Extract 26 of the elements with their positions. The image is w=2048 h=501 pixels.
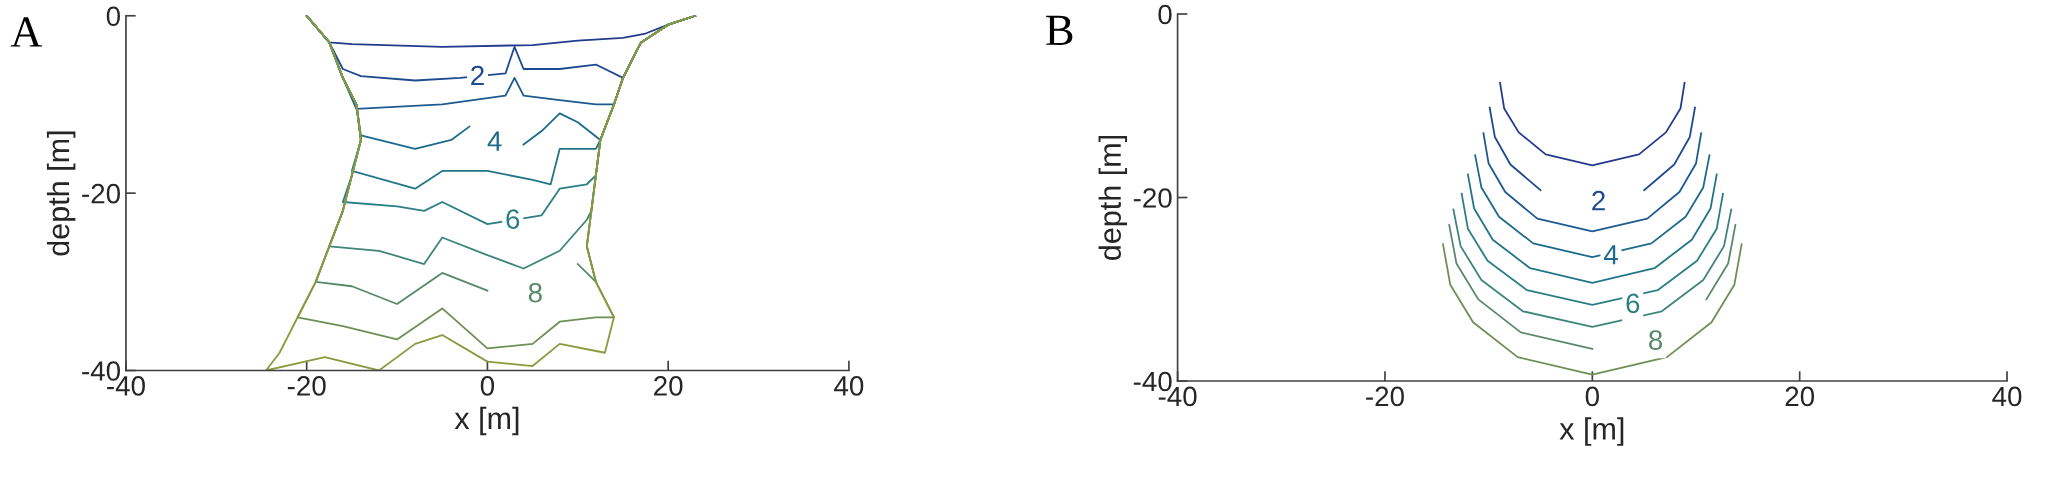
annotation: 8 [528, 282, 542, 303]
x-tick-label: 40 [834, 376, 864, 396]
y-tick-label: -20 [82, 183, 121, 204]
y-tick-label: 0 [106, 6, 121, 27]
annotation: 6 [1626, 293, 1640, 314]
annotation: 4 [487, 131, 502, 151]
x-tick-label: 40 [1992, 386, 2022, 407]
y-tick-label: -20 [1133, 188, 1172, 208]
x-tick-label: -20 [287, 376, 326, 396]
x-tick-label: 0 [480, 376, 495, 396]
annotation: 6 [506, 209, 520, 229]
y-axis-title: depth [m] [1098, 136, 1128, 260]
x-tick-label: -20 [1366, 386, 1404, 407]
x-tick-label: 0 [1585, 386, 1599, 407]
annotation: 8 [1649, 330, 1663, 350]
annotation: 2 [471, 65, 484, 86]
annotation: 2 [1592, 190, 1605, 211]
annotation: 4 [1603, 245, 1618, 265]
chart-title: A [10, 17, 43, 47]
y-axis-title: depth [m] [46, 131, 76, 256]
x-tick-label: 20 [654, 376, 683, 396]
x-axis-title: x [m] [454, 406, 519, 436]
x-axis-title: x [m] [1559, 417, 1624, 446]
y-tick-label: 0 [1158, 4, 1172, 25]
x-tick-label: 20 [1785, 386, 1815, 407]
chart-title: B [1046, 15, 1073, 45]
